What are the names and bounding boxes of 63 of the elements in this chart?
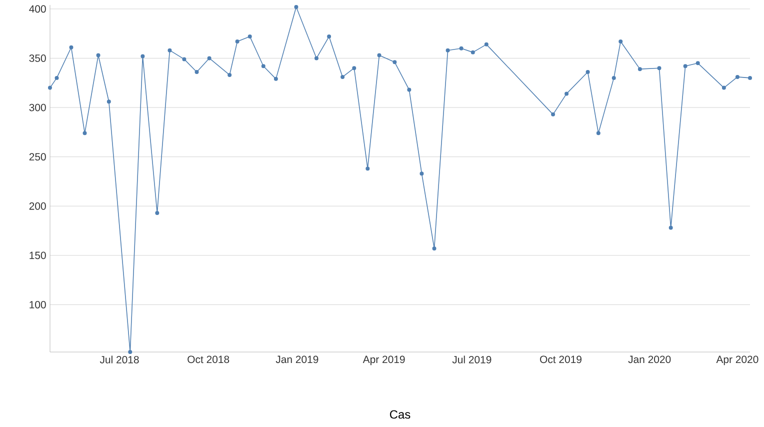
point (340, 74, 345, 79)
point (612, 76, 616, 80)
point (155, 211, 160, 215)
x-tick-label: Jan 2020 (628, 356, 671, 364)
point (294, 4, 298, 9)
point (596, 131, 600, 136)
point (722, 86, 726, 90)
point (470, 50, 475, 54)
point (484, 42, 488, 46)
point (228, 72, 232, 77)
x-tick-label: Jul 2019 (452, 356, 492, 364)
y-tick-label: 350 (29, 54, 46, 62)
point (194, 70, 199, 74)
point (377, 53, 382, 58)
point (48, 86, 52, 90)
x-tick-label: Jan 2019 (276, 356, 318, 364)
point (128, 350, 132, 354)
x-tick-label: Apr 2020 (716, 356, 758, 366)
point (96, 53, 100, 58)
x-tick-label: Oct 2019 (540, 356, 582, 364)
y-tick-label: 400 (29, 5, 46, 13)
point (106, 100, 111, 104)
y-tick-label: 250 (29, 153, 46, 161)
point (261, 64, 266, 68)
point (352, 66, 356, 70)
point (274, 76, 278, 81)
point (432, 246, 436, 250)
point (586, 70, 590, 74)
point (54, 76, 59, 80)
point (182, 57, 186, 62)
point (207, 56, 212, 60)
point (551, 112, 556, 116)
point (683, 64, 688, 68)
point (82, 131, 87, 136)
point (459, 46, 464, 50)
point (168, 48, 172, 52)
point (314, 56, 318, 60)
point (69, 45, 74, 50)
x-tick-label: Apr 2019 (362, 356, 405, 366)
y-tick-label: 100 (30, 300, 46, 308)
x-axis-title: Cas (390, 410, 410, 419)
point (248, 34, 252, 39)
point (668, 226, 673, 230)
point (235, 39, 240, 44)
point (735, 74, 740, 79)
y-tick-label: 150 (30, 252, 46, 260)
point (327, 34, 332, 39)
point (657, 66, 662, 70)
point (407, 88, 412, 92)
point (140, 54, 145, 58)
point (564, 92, 569, 96)
point (638, 67, 642, 72)
point (748, 76, 752, 80)
y-tick-label: 200 (29, 202, 46, 210)
point (392, 60, 397, 64)
point (618, 39, 623, 44)
point (446, 48, 450, 52)
point (366, 166, 370, 171)
point (420, 172, 424, 176)
x-tick-label: Jul 2018 (100, 356, 139, 364)
x-tick-label: Oct 2018 (188, 356, 230, 364)
y-tick-label: 300 (29, 104, 46, 112)
point (696, 61, 700, 66)
